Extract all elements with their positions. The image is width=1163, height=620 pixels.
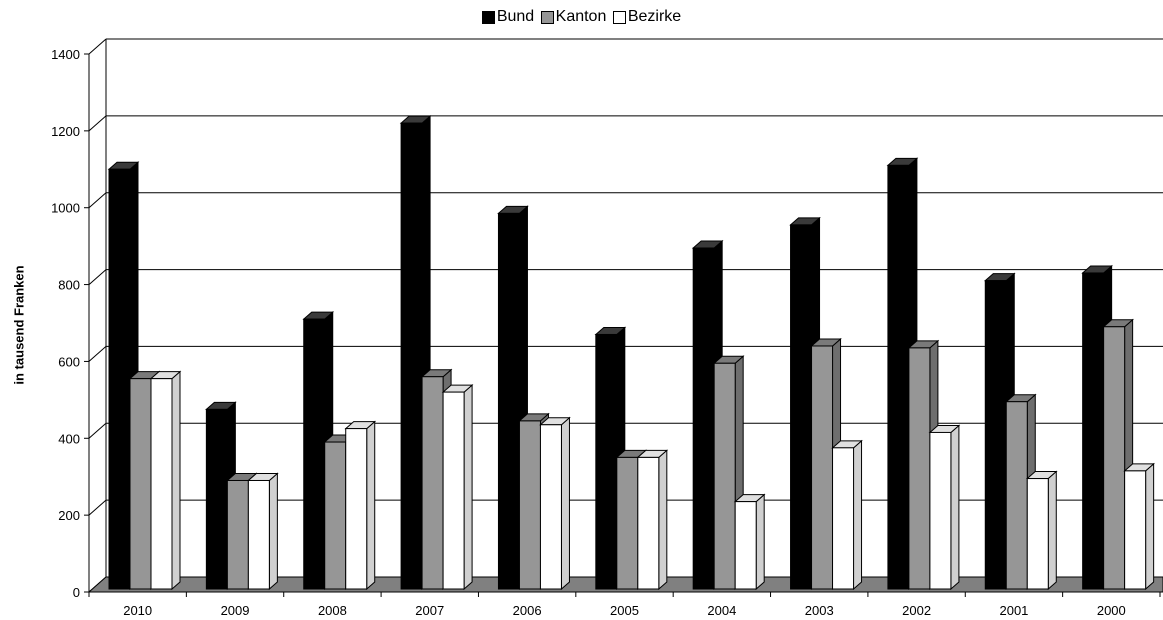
x-tick-label: 2000 <box>1097 603 1126 618</box>
bar-side <box>1145 462 1155 591</box>
y-tick-label: 1400 <box>51 47 80 62</box>
bar-bezirke-2003 <box>831 439 863 591</box>
gridline-depth <box>88 499 107 516</box>
bar-bezirke-2001 <box>1025 470 1058 591</box>
bar-front <box>984 280 1007 590</box>
bar-front <box>324 441 347 590</box>
bar-side <box>658 449 668 591</box>
gridline-depth <box>88 346 107 362</box>
gridline-depth <box>88 38 107 55</box>
bar-bezirke-2009 <box>247 472 279 591</box>
bar-bezirke-2000 <box>1123 462 1155 591</box>
bar-front <box>226 479 249 590</box>
legend-label-bund: Bund <box>496 8 535 25</box>
y-tick-label: 800 <box>58 278 80 293</box>
y-tick-label: 1200 <box>51 124 80 139</box>
bar-side <box>366 420 376 591</box>
y-tick-label: 200 <box>58 508 80 523</box>
bar-front <box>1082 272 1105 590</box>
bar-front <box>518 420 541 590</box>
x-tick-label: 2005 <box>610 603 639 618</box>
bar-side <box>268 472 278 591</box>
x-tick-label: 2009 <box>221 603 250 618</box>
y-tick-label: 1000 <box>51 201 80 216</box>
x-tick-label: 2003 <box>805 603 834 618</box>
bar-bund-2007 <box>399 114 432 591</box>
bar-side <box>171 370 181 591</box>
bar-bezirke-2005 <box>636 449 669 591</box>
x-tick-label: 2001 <box>999 603 1028 618</box>
bar-front <box>929 431 952 590</box>
bar-bezirke-2004 <box>733 493 766 591</box>
x-tick-label: 2006 <box>513 603 542 618</box>
y-tick-label: 400 <box>58 431 80 446</box>
bar-side <box>950 424 960 591</box>
legend-label-kanton: Kanton <box>555 8 607 25</box>
bar-front <box>247 479 270 590</box>
bar-front <box>539 424 562 590</box>
x-tick-label: 2002 <box>902 603 931 618</box>
bar-bezirke-2008 <box>344 420 377 591</box>
bar-front <box>1103 326 1126 590</box>
bar-front <box>692 247 715 590</box>
legend-swatch-kanton <box>540 10 554 24</box>
bar-front <box>734 501 757 590</box>
x-tick-label: 2008 <box>318 603 347 618</box>
y-tick-label: 600 <box>58 354 80 369</box>
legend-item-bezirke: Bezirke <box>612 8 682 26</box>
bar-bezirke-2010 <box>149 370 182 591</box>
bar-side <box>463 383 473 591</box>
y-tick-label: 0 <box>73 585 80 600</box>
bar-front <box>205 408 228 590</box>
x-tick-label: 2010 <box>123 603 152 618</box>
bar-front <box>1026 478 1049 590</box>
bar-front <box>129 378 152 590</box>
bar-front <box>637 456 660 590</box>
legend-item-kanton: Kanton <box>540 8 607 26</box>
bar-front <box>345 428 368 590</box>
gridline-depth <box>88 422 107 439</box>
chart-legend: Bund Kanton Bezirke <box>0 8 1163 29</box>
bar-side <box>1047 470 1057 591</box>
bar-side <box>853 439 863 591</box>
bar-front <box>595 333 618 590</box>
bar-front <box>832 447 855 590</box>
bar-front <box>908 347 931 590</box>
bar-front <box>108 168 131 590</box>
legend-swatch-bund <box>481 10 495 24</box>
bar-front <box>150 378 173 590</box>
bar-front <box>400 122 423 590</box>
legend-label-bezirke: Bezirke <box>627 8 682 25</box>
x-tick-label: 2004 <box>707 603 736 618</box>
bar-front <box>811 345 834 590</box>
bar-front <box>497 212 520 590</box>
bar-side <box>560 416 570 591</box>
gridline-depth <box>88 115 107 132</box>
bar-front <box>887 164 910 590</box>
gridline-depth <box>88 192 107 209</box>
bar-front <box>616 456 639 590</box>
legend-swatch-bezirke <box>612 10 626 24</box>
bar-bezirke-2006 <box>539 416 571 591</box>
bar-front <box>790 224 813 590</box>
gridline-depth <box>88 269 107 285</box>
bar-front <box>442 391 465 590</box>
bar-front <box>1124 470 1147 590</box>
bar-front <box>1005 401 1028 590</box>
x-tick-label: 2007 <box>415 603 444 618</box>
bar-front <box>421 376 444 590</box>
bar-front <box>713 362 736 590</box>
bar-front <box>303 318 326 590</box>
bar-side <box>755 493 765 591</box>
bar-bezirke-2007 <box>441 383 474 591</box>
bar-bezirke-2002 <box>928 424 961 591</box>
legend-item-bund: Bund <box>481 8 535 26</box>
